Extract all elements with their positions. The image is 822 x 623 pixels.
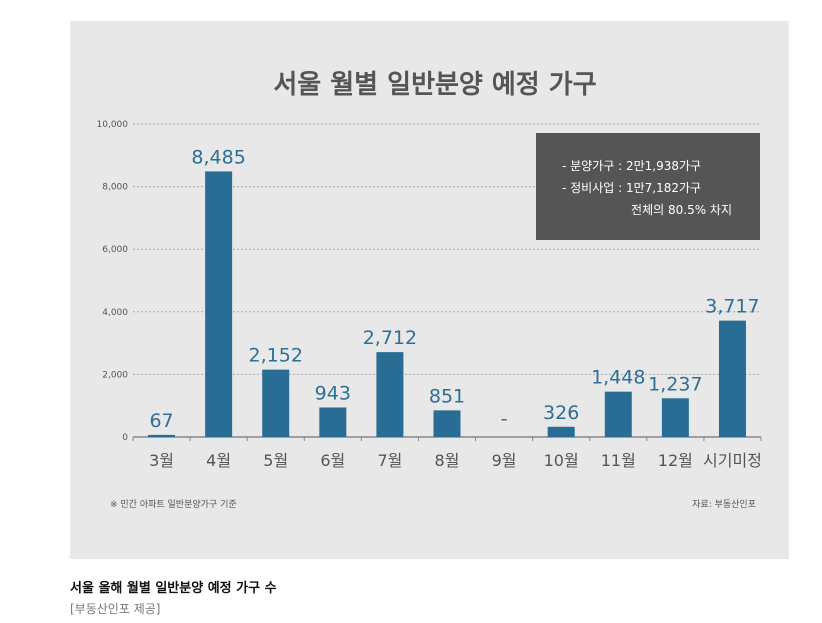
labels-layer: 0 2,000 4,000 6,000 8,000 10,000 67 3월 8,485 4월 2,… <box>97 120 762 470</box>
x-tick-label: 3월 <box>149 451 174 470</box>
annotation-line-3: 전체의 80.5% 차지 <box>631 203 732 217</box>
bar <box>718 320 746 437</box>
x-tick-label: 5월 <box>263 451 288 470</box>
y-tick-label: 2,000 <box>102 370 128 380</box>
data-label: 943 <box>315 382 351 404</box>
source-note: 자료: 부동산인포 <box>692 499 756 510</box>
bar <box>148 434 176 437</box>
x-tick-label: 8월 <box>435 451 460 470</box>
x-tick-label: 6월 <box>320 451 345 470</box>
y-tick-label: 8,000 <box>102 183 128 193</box>
bar <box>661 398 689 437</box>
x-tick-label: 11월 <box>601 451 636 470</box>
bar <box>376 352 404 437</box>
bar <box>433 410 461 437</box>
chart-panel: 서울 월별 일반분양 예정 가구 0 2,000 4,000 6,000 8,000 10… <box>70 21 789 559</box>
y-tick-label: 6,000 <box>102 245 128 255</box>
y-tick-label: 10,000 <box>97 120 129 130</box>
bars-layer <box>148 171 746 437</box>
footnote: ※ 민간 아파트 일반분양가구 기준 <box>110 499 237 510</box>
data-label: 3,717 <box>705 296 759 318</box>
data-label: 326 <box>543 402 579 424</box>
data-label: 8,485 <box>191 146 245 168</box>
x-tick-label: 9월 <box>492 451 517 470</box>
caption-title: 서울 올해 월별 일반분양 예정 가구 수 <box>70 581 277 596</box>
x-tick-label: 4월 <box>206 451 231 470</box>
x-tick-label: 7월 <box>377 451 402 470</box>
annotation-box <box>536 133 760 240</box>
bar <box>547 426 575 437</box>
bar <box>604 391 632 437</box>
data-label: 1,237 <box>648 373 702 395</box>
x-tick-label: 시기미정 <box>703 451 762 470</box>
annotation-line-2: - 정비사업 : 1만7,182가구 <box>562 181 701 195</box>
data-label: 1,448 <box>591 367 645 389</box>
caption-credit: [부동산인포 제공] <box>70 602 161 616</box>
data-label: 2,152 <box>249 345 303 367</box>
annotation-line-1: - 분양가구 : 2만1,938가구 <box>562 159 701 173</box>
x-tick-label: 10월 <box>544 451 579 470</box>
data-label: 67 <box>149 410 173 432</box>
bar <box>319 407 347 437</box>
y-tick-label: 4,000 <box>102 308 128 318</box>
y-tick-label: 0 <box>122 433 128 443</box>
x-tick-label: 12월 <box>658 451 693 470</box>
data-label: 2,712 <box>363 327 417 349</box>
chart-title: 서울 월별 일반분양 예정 가구 <box>273 70 596 100</box>
data-label: - <box>501 408 508 430</box>
bar <box>205 171 233 437</box>
bar <box>262 369 290 437</box>
data-label: 851 <box>429 385 465 407</box>
bar-chart: 서울 월별 일반분양 예정 가구 0 2,000 4,000 6,000 8,000 10… <box>97 70 762 510</box>
